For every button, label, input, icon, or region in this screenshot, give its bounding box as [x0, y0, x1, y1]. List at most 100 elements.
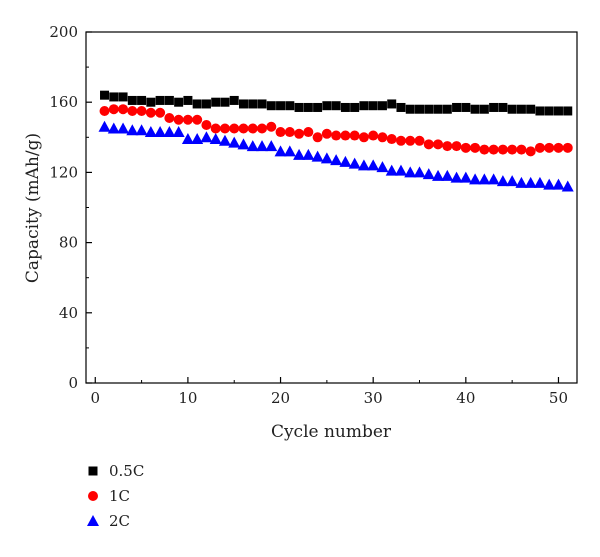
- data-point: [265, 140, 278, 152]
- data-point: [368, 101, 378, 111]
- data-point: [461, 102, 471, 112]
- data-point: [135, 124, 148, 136]
- data-point: [422, 168, 435, 180]
- data-point: [489, 102, 499, 112]
- data-point: [229, 95, 239, 105]
- data-point: [543, 178, 556, 190]
- data-point: [164, 95, 174, 105]
- data-point: [377, 101, 387, 111]
- data-point: [450, 171, 463, 183]
- series-2: [98, 120, 574, 192]
- data-point: [283, 145, 296, 157]
- data-point: [451, 141, 462, 152]
- data-point: [137, 95, 147, 105]
- data-point: [533, 176, 546, 188]
- data-point: [284, 127, 295, 138]
- data-point: [303, 127, 314, 138]
- data-point: [340, 102, 350, 112]
- data-point: [109, 92, 119, 102]
- data-point: [526, 104, 536, 114]
- data-point: [470, 142, 481, 153]
- data-point: [238, 123, 249, 134]
- x-tick-label: 20: [271, 389, 290, 407]
- data-point: [424, 104, 434, 114]
- data-point: [155, 107, 166, 118]
- legend-label: 2C: [109, 512, 130, 530]
- legend-marker: [88, 466, 98, 476]
- data-point: [312, 132, 323, 143]
- data-point: [237, 138, 250, 150]
- data-point: [294, 128, 305, 139]
- data-point: [238, 99, 248, 109]
- legend-marker: [88, 491, 98, 501]
- data-point: [396, 102, 406, 112]
- data-point: [535, 106, 545, 116]
- data-point: [127, 105, 138, 116]
- data-point: [275, 127, 286, 138]
- data-point: [359, 101, 369, 111]
- data-point: [478, 173, 491, 185]
- data-point: [218, 134, 231, 146]
- data-point: [173, 114, 184, 125]
- data-point: [155, 95, 165, 105]
- y-tick-label: 120: [49, 163, 78, 181]
- data-point: [182, 114, 193, 125]
- data-point: [330, 154, 343, 166]
- data-point: [349, 130, 360, 141]
- data-point: [544, 142, 555, 153]
- series-0: [100, 90, 573, 116]
- legend-marker: [87, 515, 99, 526]
- y-tick-label: 160: [49, 93, 78, 111]
- x-tick-label: 0: [90, 389, 100, 407]
- data-point: [209, 133, 222, 145]
- data-point: [257, 123, 268, 134]
- data-point: [348, 157, 361, 169]
- data-point: [126, 124, 139, 136]
- data-point: [136, 105, 147, 116]
- data-point: [331, 130, 342, 141]
- data-point: [441, 169, 454, 181]
- data-point: [433, 139, 444, 150]
- data-point: [321, 128, 332, 139]
- data-point: [544, 106, 554, 116]
- data-point: [154, 126, 167, 138]
- data-point: [405, 104, 415, 114]
- series-1: [99, 104, 573, 157]
- data-point: [246, 140, 259, 152]
- data-point: [423, 139, 434, 150]
- data-point: [181, 133, 194, 145]
- data-point: [256, 140, 269, 152]
- data-point: [257, 99, 267, 109]
- data-point: [228, 136, 241, 148]
- data-point: [516, 144, 527, 155]
- data-point: [117, 122, 130, 134]
- data-point: [487, 173, 500, 185]
- y-axis-label: Capacity (mAh/g): [23, 133, 43, 283]
- data-point: [145, 107, 156, 118]
- data-point: [100, 90, 110, 100]
- x-tick-label: 50: [549, 389, 568, 407]
- data-point: [107, 122, 120, 134]
- data-point: [220, 97, 230, 107]
- data-point: [405, 135, 416, 146]
- data-point: [320, 152, 333, 164]
- y-tick-label: 0: [68, 374, 78, 392]
- data-point: [433, 104, 443, 114]
- data-point: [442, 104, 452, 114]
- data-point: [183, 95, 193, 105]
- data-point: [488, 144, 499, 155]
- y-tick-label: 80: [59, 234, 78, 252]
- series-layer: [98, 90, 574, 192]
- data-point: [201, 120, 212, 131]
- data-point: [200, 131, 213, 143]
- data-point: [127, 95, 137, 105]
- data-point: [479, 104, 489, 114]
- y-tick-label: 40: [59, 304, 78, 322]
- y-tick-label: 200: [49, 23, 78, 41]
- data-point: [293, 148, 306, 160]
- data-point: [553, 106, 563, 116]
- legend-item: 0.5C: [88, 462, 144, 480]
- data-point: [118, 104, 129, 115]
- data-point: [524, 176, 537, 188]
- data-point: [118, 92, 128, 102]
